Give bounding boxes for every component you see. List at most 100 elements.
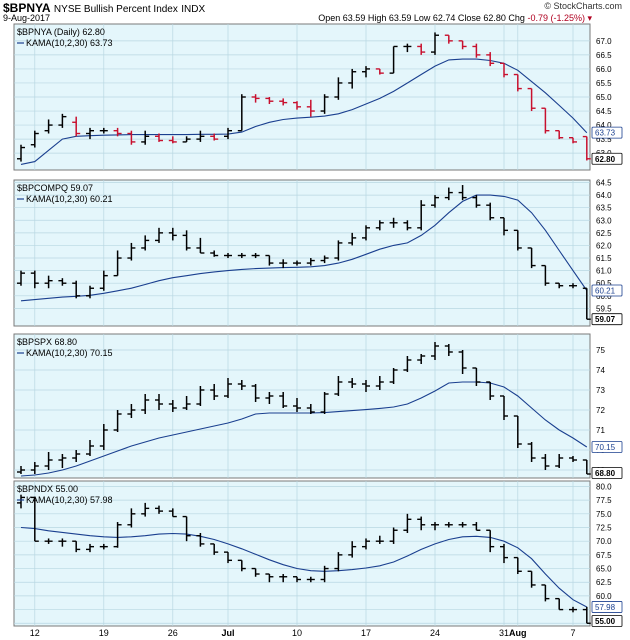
y-tick-label: 60.5: [596, 279, 612, 288]
ohlc-bar: [527, 247, 536, 269]
exchange-label: INDX: [181, 4, 206, 15]
panel-nya: 63.063.564.064.565.065.566.066.567.0$BPN…: [13, 23, 623, 171]
y-tick-label: 66.0: [596, 65, 612, 74]
kama-legend: KAMA(10,2,30) 63.73: [26, 38, 113, 48]
stockcharts-logo[interactable]: © StockCharts.com: [544, 1, 622, 11]
last-value-tag-box: [591, 467, 623, 479]
ohlc-bar: [58, 278, 67, 286]
ohlc-bar: [293, 398, 301, 412]
ohlc-bar: [486, 529, 495, 553]
ohlc-bar: [362, 380, 370, 392]
ohlc-bar: [403, 513, 412, 533]
ohlc-bar: [99, 543, 108, 550]
ohlc-bar: [389, 527, 398, 544]
last-value-tag-box: [591, 313, 623, 326]
ohlc-bar: [348, 378, 357, 388]
ohlc-bar: [265, 254, 274, 266]
y-tick-label: 60.0: [596, 592, 612, 601]
ohlc-bar: [99, 270, 108, 291]
ohlc-bar: [555, 597, 564, 611]
kama-line: [20, 194, 588, 302]
ohlc-bar: [417, 43, 426, 55]
ohlc-bar: [375, 68, 384, 75]
kama-value-tag-text: 57.98: [595, 603, 616, 612]
ohlc-bar: [582, 135, 591, 161]
ohlc-bar: [251, 94, 260, 103]
ohlc-bar: [155, 505, 163, 514]
ohlc-bar: [72, 116, 81, 137]
ohlc-bar: [127, 242, 136, 261]
y-tick-label: 64.0: [596, 121, 612, 130]
ohlc-bar: [541, 454, 550, 470]
ohlc-bar: [127, 508, 136, 528]
y-tick-label: 63.5: [596, 135, 612, 144]
ohlc-bar: [141, 130, 150, 145]
kama-value-tag-text: 63.73: [595, 129, 616, 138]
ohlc-bar: [99, 127, 108, 134]
ohlc-bar: [486, 381, 495, 400]
ohlc-bar: [237, 253, 246, 259]
ohlc-bar: [168, 227, 177, 241]
y-tick-label: 63.0: [596, 216, 612, 225]
ohlc-bar: [362, 66, 370, 78]
ohlc-bar: [44, 119, 53, 134]
ohlc-bar: [582, 606, 591, 624]
ohlc-bar: [582, 287, 591, 320]
ohlc-bar: [293, 576, 301, 583]
ohlc-bar: [306, 258, 315, 266]
ohlc-bar: [569, 283, 577, 289]
ohlc-bar: [224, 551, 232, 564]
last-value-tag-box: [591, 615, 623, 627]
kama-value-tag: 60.21: [591, 284, 623, 297]
y-tick-label: 77.5: [596, 496, 612, 505]
y-tick-label: 73: [596, 386, 605, 395]
kama-value-tag: 70.15: [591, 441, 623, 453]
ohlc-bar: [30, 496, 39, 542]
ohlc-bar: [251, 384, 260, 402]
ohlc-bar: [444, 344, 453, 356]
ohlc-bar: [569, 606, 577, 613]
ohlc-bar: [86, 127, 94, 140]
ohlc-bar: [486, 202, 495, 221]
change-value: -0.79 (-1.25%) ▾: [527, 13, 592, 23]
y-tick-label: 74: [596, 366, 605, 375]
ohlc-bar: [127, 130, 136, 145]
ohlc-bar: [182, 136, 191, 143]
ohlc-bar: [334, 77, 343, 100]
ohlc-bar: [99, 424, 108, 450]
ohlc-bar: [293, 101, 301, 110]
y-tick-label: 65.0: [596, 93, 612, 102]
ohlc-bar: [265, 97, 274, 105]
ohlc-bar: [334, 240, 343, 261]
ohlc-bar: [513, 73, 522, 92]
ohlc-bar: [44, 275, 53, 289]
ohlc-bar: [513, 556, 522, 575]
y-tick-label: 75: [596, 346, 605, 355]
ohlc-values: Open 63.59 High 63.59 Low 62.74 Close 62…: [318, 13, 525, 23]
ohlc-bar: [555, 454, 564, 468]
ohlc-bar: [127, 404, 136, 418]
ohlc-bar: [362, 538, 370, 550]
x-tick-label: 10: [292, 628, 302, 638]
ohlc-bar: [472, 522, 481, 531]
ohlc-bar: [72, 540, 81, 553]
ohlc-bar: [30, 270, 39, 289]
last-value-tag: 68.80: [591, 467, 623, 479]
kama-value-tag-box: [591, 126, 623, 139]
ohlc-bar: [417, 516, 426, 531]
ohlc-bar: [17, 466, 25, 474]
ohlc-bar: [362, 225, 370, 241]
ohlc-bar: [541, 107, 550, 134]
panel-background: [13, 179, 591, 327]
y-tick-label: 67.0: [596, 37, 612, 46]
ohlc-bar: [30, 130, 39, 148]
ohlc-bar: [458, 522, 467, 528]
kama-line: [20, 381, 588, 477]
last-value-tag: 62.80: [591, 152, 623, 165]
ohlc-bar: [141, 502, 150, 517]
ohlc-bar: [431, 522, 439, 531]
kama-value-tag: 57.98: [591, 601, 623, 613]
ohlc-bar: [279, 259, 288, 269]
ohlc-bar: [72, 450, 81, 462]
